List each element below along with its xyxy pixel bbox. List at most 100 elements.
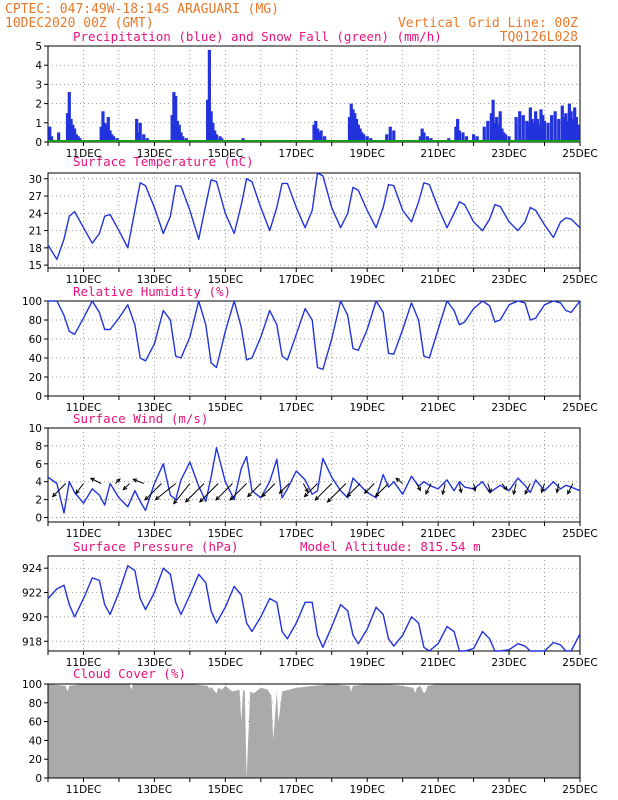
- y-tick-label: 80: [29, 315, 42, 327]
- temperature-panel: Surface Temperature (nC) 15 18 21 24 27 30 11D…: [29, 154, 598, 286]
- y-tick-label: 40: [29, 353, 42, 365]
- x-tick-label: 19DEC: [349, 528, 384, 540]
- pressure-line: [47, 565, 581, 652]
- precipitation-bar: [108, 130, 112, 142]
- x-tick-label: 15DEC: [208, 528, 243, 540]
- x-tick-label: 13DEC: [137, 528, 172, 540]
- x-tick-label: 23DEC: [491, 274, 526, 286]
- x-tick-label: 19DEC: [349, 274, 384, 286]
- y-tick-label: 10: [29, 423, 42, 435]
- precipitation-bar: [181, 136, 185, 142]
- precipitation-bar: [351, 109, 355, 142]
- precipitation-title: Precipitation (blue) and Snow Fall (gree…: [73, 29, 442, 44]
- temperature-title: Surface Temperature (nC): [73, 154, 254, 169]
- x-tick-label: 21DEC: [420, 148, 455, 160]
- precipitation-bar: [518, 111, 522, 142]
- x-tick-label: 21DEC: [420, 402, 455, 414]
- precipitation-bar: [564, 113, 568, 142]
- plot-frame: [47, 172, 581, 269]
- wind-arrow: [229, 483, 247, 501]
- precipitation-bar: [574, 117, 579, 142]
- y-tick-label: 60: [29, 717, 42, 729]
- precipitation-bar: [425, 136, 430, 142]
- temperature-line: [47, 172, 581, 261]
- precipitation-bar: [502, 132, 506, 142]
- precipitation-bar: [312, 124, 316, 142]
- precipitation-bar: [347, 117, 352, 142]
- precipitation-bar: [539, 109, 543, 142]
- precipitation-bar: [69, 118, 73, 142]
- cloud-cover-title: Cloud Cover (%): [73, 666, 186, 681]
- precipitation-bar: [537, 124, 541, 142]
- y-tick-label: 1: [35, 118, 42, 130]
- precipitation-bar: [528, 107, 532, 142]
- x-tick-label: 11DEC: [66, 528, 101, 540]
- y-tick-label: 24: [29, 208, 43, 220]
- wind-arrow: [314, 483, 333, 501]
- precipitation-bar: [565, 120, 570, 142]
- precipitation-bar: [211, 122, 215, 142]
- precipitation-bar: [553, 111, 557, 142]
- y-tick-label: 18: [29, 243, 42, 255]
- precipitation-bar: [365, 136, 369, 142]
- precipitation-bar: [314, 120, 318, 142]
- wind-arrow: [278, 483, 290, 494]
- precipitation-bar: [557, 118, 561, 142]
- x-tick-label: 19DEC: [349, 148, 384, 160]
- precipitation-bar: [110, 134, 114, 142]
- precipitation-bar: [65, 113, 70, 142]
- precipitation-bar: [138, 122, 142, 142]
- precipitation-bar: [546, 122, 550, 142]
- x-tick-label: 21DEC: [420, 784, 455, 796]
- precipitation-bar: [76, 136, 80, 142]
- precipitation-panel: Precipitation (blue) and Snow Fall (gree…: [35, 29, 597, 160]
- y-tick-label: 920: [22, 612, 42, 624]
- precipitation-bar: [218, 136, 222, 142]
- precipitation-bar: [73, 128, 77, 142]
- x-tick-label: 15DEC: [208, 148, 243, 160]
- header-grid-line: Vertical Grid Line: 00Z: [398, 16, 578, 31]
- y-tick-label: 30: [29, 174, 42, 186]
- precipitation-bar: [500, 128, 504, 142]
- precipitation-bar: [569, 111, 573, 142]
- pressure-panel: Surface Pressure (hPa) Model Altitude: 8…: [22, 539, 598, 669]
- x-tick-label: 19DEC: [349, 784, 384, 796]
- x-tick-label: 25DEC: [562, 402, 597, 414]
- precipitation-bar: [571, 118, 575, 142]
- wind-arrow: [199, 483, 219, 503]
- x-tick-label: 11DEC: [66, 402, 101, 414]
- wind-arrow: [363, 483, 375, 494]
- y-tick-label: 40: [29, 735, 42, 747]
- humidity-title: Relative Humidity (%): [73, 284, 231, 299]
- precipitation-bar: [99, 126, 103, 142]
- precipitation-bar: [170, 115, 174, 142]
- y-tick-label: 2: [35, 495, 42, 507]
- precipitation-bar: [206, 99, 210, 142]
- precipitation-bar: [542, 120, 547, 142]
- precipitation-bar: [315, 128, 320, 142]
- x-tick-label: 17DEC: [279, 784, 314, 796]
- header-datetime: 10DEC2020 00Z (GMT): [5, 16, 154, 31]
- x-tick-label: 21DEC: [420, 274, 455, 286]
- y-tick-label: 20: [29, 372, 42, 384]
- y-tick-label: 3: [35, 79, 42, 91]
- x-tick-label: 25DEC: [562, 657, 597, 669]
- y-tick-label: 4: [35, 60, 42, 72]
- precipitation-bar: [472, 134, 476, 142]
- precipitation-bar: [454, 126, 458, 142]
- precipitation-bar: [486, 120, 490, 142]
- wind-arrow: [487, 483, 492, 494]
- precipitation-bar: [422, 132, 426, 142]
- x-tick-label: 15DEC: [208, 402, 243, 414]
- precipitation-bar: [174, 95, 178, 142]
- cloud-cover-area: [48, 684, 580, 778]
- wind-arrow: [441, 483, 446, 496]
- precipitation-bar: [175, 120, 180, 142]
- x-tick-label: 21DEC: [420, 657, 455, 669]
- wind-panel: Surface Wind (m/s) 0 2 4 6 8 10 11DEC 13DEC 15DE…: [29, 411, 598, 540]
- x-tick-label: 15DEC: [208, 784, 243, 796]
- y-tick-label: 27: [29, 191, 42, 203]
- precipitation-bar: [48, 126, 52, 142]
- precipitation-bar: [319, 130, 323, 142]
- y-tick-label: 15: [29, 260, 42, 272]
